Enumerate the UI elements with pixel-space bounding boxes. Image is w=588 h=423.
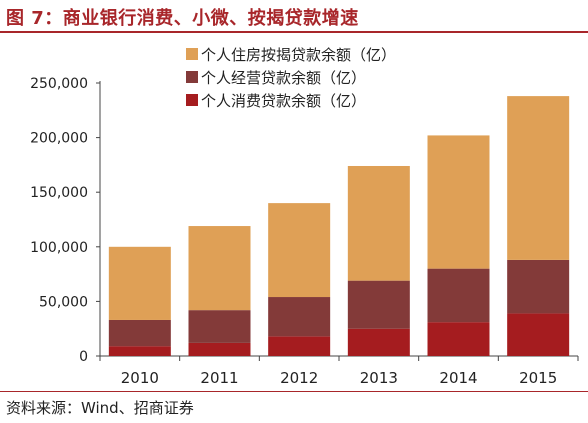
bar-2015-series-2 [507,96,570,260]
bar-2014-series-1 [427,268,490,323]
x-tick-label-2011: 2011 [200,369,238,387]
x-tick-label-2013: 2013 [360,369,398,387]
bar-2010-series-0 [108,346,171,356]
bar-2012-series-2 [268,203,331,298]
y-tick-label-50-000: 50,000 [39,294,88,310]
x-tick-label-2014: 2014 [439,369,477,387]
bar-2014-series-2 [427,135,490,269]
bar-2011-series-0 [188,342,251,356]
bar-2010-series-1 [108,319,171,347]
legend-label-0: 个人住房按揭贷款余额（亿） [201,46,396,64]
legend-swatch-0 [186,48,198,60]
bar-2011-series-1 [188,310,251,343]
bar-2010-series-2 [108,246,171,320]
stacked-bar-chart: 0 50,000 100,000 150,000 200,000 250,000 2010 2… [30,46,579,387]
bar-2013-series-2 [347,165,410,281]
legend-label-2: 个人消费贷款余额（亿） [201,92,366,110]
x-tick-label-2015: 2015 [519,369,557,387]
y-tick-label-0: 0 [79,349,88,365]
y-tick-label-200-000: 200,000 [30,131,88,147]
legend-swatch-2 [186,94,198,106]
title-rule [0,31,588,33]
legend-label-1: 个人经营贷款余额（亿） [201,69,366,87]
bar-2015-series-1 [507,259,570,314]
figure-title: 图 7：商业银行消费、小微、按揭贷款增速 [6,8,359,29]
bar-2014-series-0 [427,322,490,356]
y-tick-label-250-000: 250,000 [30,76,88,92]
bar-2013-series-0 [347,328,410,356]
y-tick-label-100-000: 100,000 [30,240,88,256]
y-tick-label-150-000: 150,000 [30,185,88,201]
bar-2013-series-1 [347,280,410,329]
x-tick-label-2012: 2012 [280,369,318,387]
x-tick-label-2010: 2010 [121,369,159,387]
bar-2012-series-0 [268,336,331,356]
bar-2015-series-0 [507,313,570,356]
source-rule [0,391,588,392]
bar-2012-series-1 [268,297,331,337]
legend-swatch-1 [186,71,198,83]
source-note: 资料来源：Wind、招商证券 [6,399,194,417]
bar-2011-series-2 [188,226,251,311]
